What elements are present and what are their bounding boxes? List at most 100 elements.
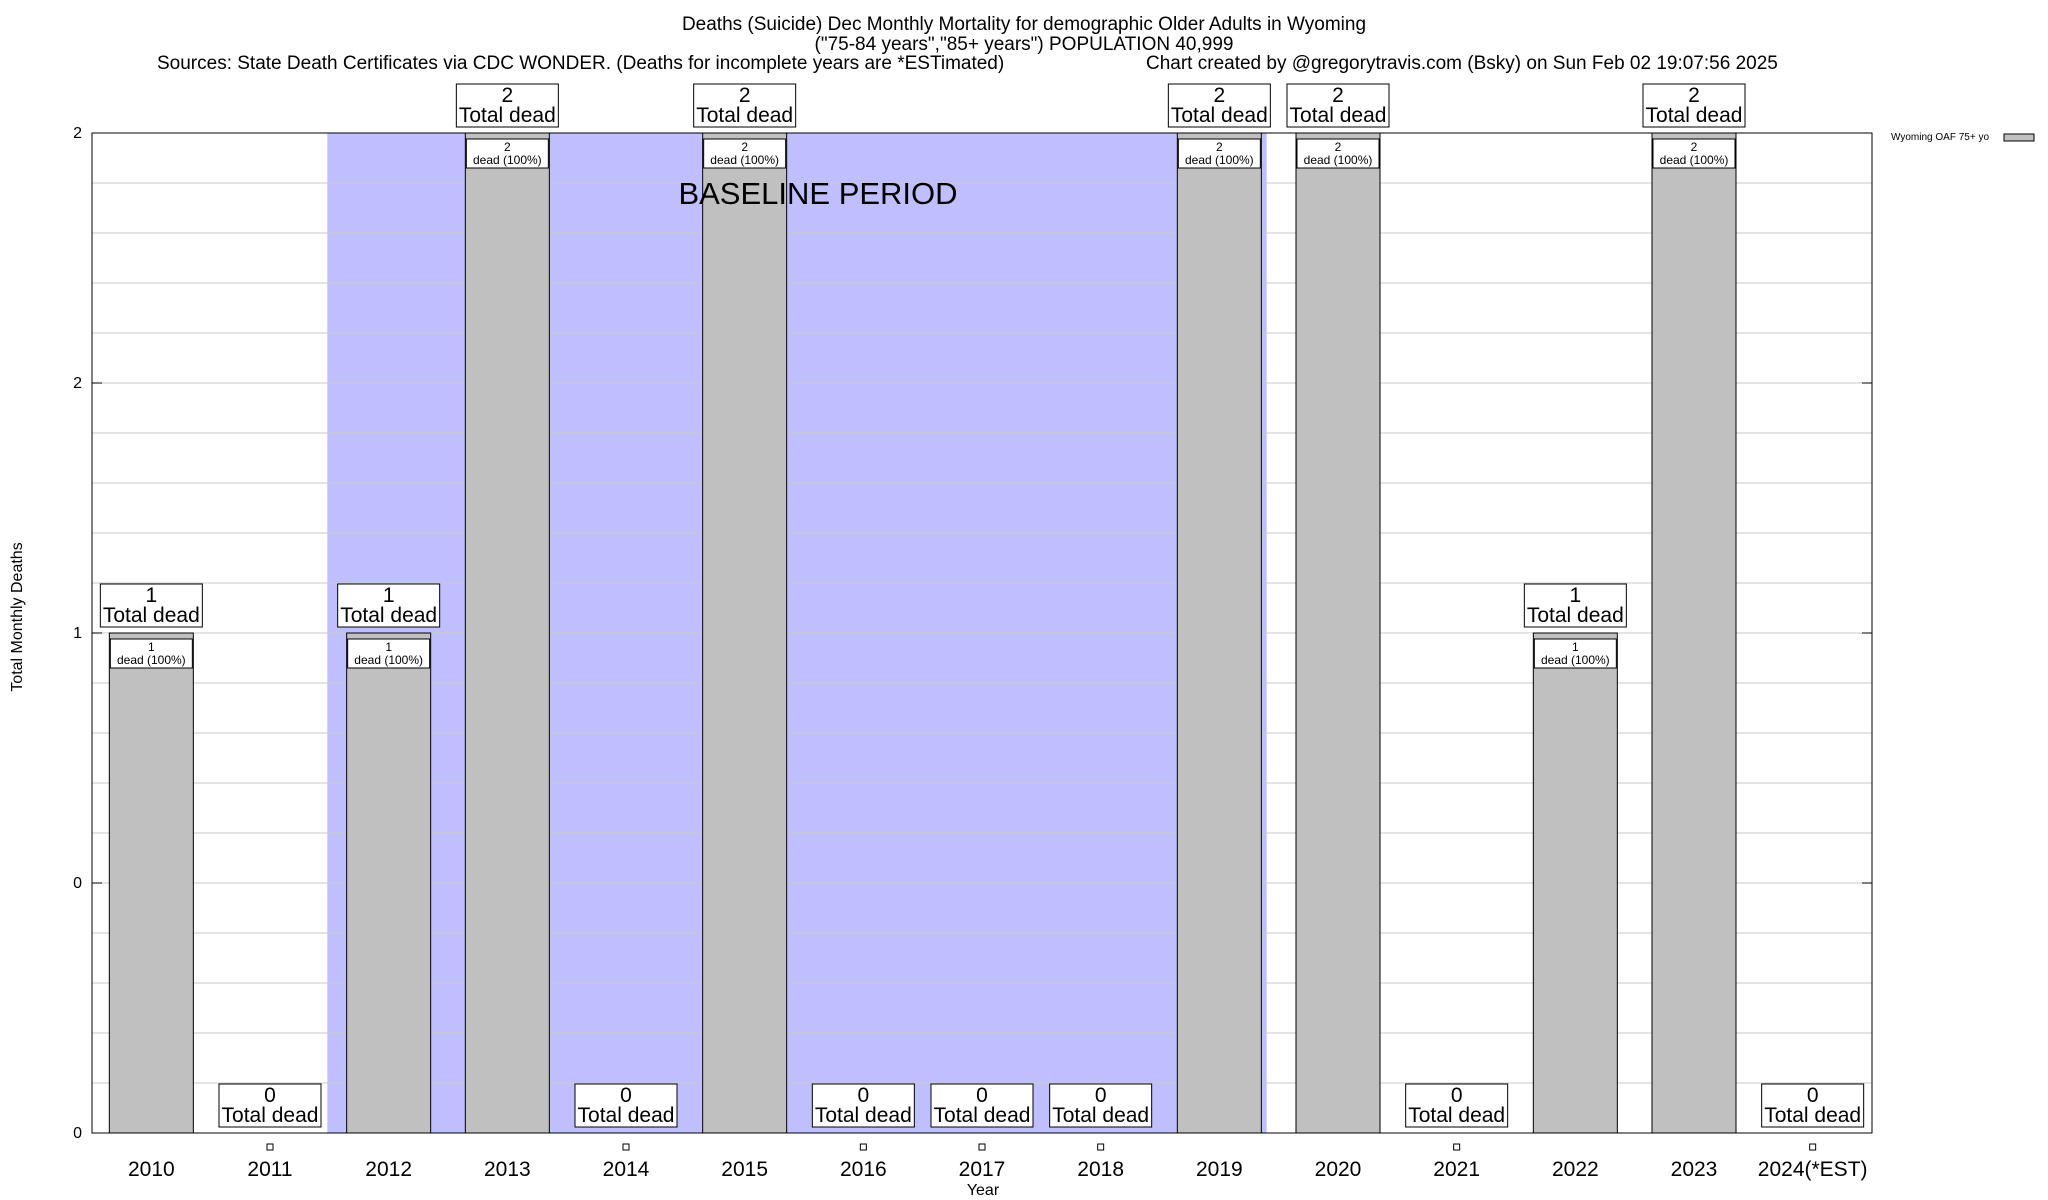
total-label-box-2016 [811, 1083, 915, 1128]
bar-2023 [1651, 132, 1737, 1134]
total-label-box-2020 [1286, 83, 1390, 128]
total-label-box-2018 [1049, 1083, 1153, 1128]
inner-label-pct-2022: dead (100%) [1541, 653, 1610, 667]
inner-label-count-2020: 2 [1335, 140, 1342, 154]
zero-marker-2017 [978, 1143, 986, 1151]
bar-2010 [108, 632, 194, 1134]
zero-marker-2011 [266, 1143, 274, 1151]
total-label-text-2020: Total dead [1290, 104, 1387, 127]
zero-marker-2016 [859, 1143, 867, 1151]
inner-label-count-2010: 1 [148, 640, 155, 654]
inner-label-box-2022 [1533, 638, 1617, 669]
total-label-text-2021: Total dead [1408, 1104, 1505, 1127]
x-axis-title: Year [967, 1182, 1000, 1199]
bar-2015 [702, 132, 788, 1134]
total-label-value-2023: 2 [1688, 84, 1700, 107]
total-label-box-2019 [1167, 83, 1271, 128]
total-label-box-2017 [930, 1083, 1034, 1128]
total-label-value-2012: 1 [383, 584, 395, 607]
total-label-box-2014 [574, 1083, 678, 1128]
x-tick-label-2020: 2020 [1315, 1158, 1362, 1181]
total-label-value-2019: 2 [1213, 84, 1225, 107]
total-label-text-2011: Total dead [222, 1104, 319, 1127]
bar-2020 [1295, 132, 1381, 1134]
inner-label-pct-2010: dead (100%) [117, 653, 186, 667]
total-label-box-2015 [693, 83, 797, 128]
total-label-text-2012: Total dead [340, 604, 437, 627]
x-tick-label-2016: 2016 [840, 1158, 887, 1181]
y-axis-title: Total Monthly Deaths [9, 542, 26, 691]
x-tick-label-2010: 2010 [128, 1158, 175, 1181]
x-tick-label-2021: 2021 [1433, 1158, 1480, 1181]
bar-2022 [1532, 632, 1618, 1134]
x-tick-label-2024(*EST): 2024(*EST) [1758, 1158, 1868, 1181]
total-label-text-2015: Total dead [696, 104, 793, 127]
total-label-box-2023 [1642, 83, 1746, 128]
zero-marker-2024(*EST) [1809, 1143, 1817, 1151]
x-tick-label-2019: 2019 [1196, 1158, 1243, 1181]
inner-label-count-2022: 1 [1572, 640, 1579, 654]
sources-note: Sources: State Death Certificates via CD… [157, 53, 1005, 74]
y-tick-label: 1 [73, 625, 82, 642]
total-label-box-2024(*EST) [1761, 1083, 1865, 1128]
total-label-value-2016: 0 [857, 1084, 869, 1107]
bar-2019 [1176, 132, 1262, 1134]
chart-credit: Chart created by @gregorytravis.com (Bsk… [1146, 53, 1778, 74]
total-label-text-2016: Total dead [815, 1104, 912, 1127]
inner-label-box-2013 [465, 138, 549, 169]
x-tick-label-2017: 2017 [959, 1158, 1006, 1181]
inner-label-box-2020 [1296, 138, 1380, 169]
inner-label-pct-2015: dead (100%) [710, 153, 779, 167]
total-label-value-2022: 1 [1569, 584, 1581, 607]
x-tick-label-2014: 2014 [603, 1158, 650, 1181]
bar-2012 [346, 632, 432, 1134]
total-label-text-2013: Total dead [459, 104, 556, 127]
y-tick-label: 0 [73, 875, 82, 892]
y-tick-label: 2 [73, 125, 82, 142]
inner-label-box-2023 [1652, 138, 1736, 169]
total-label-box-2013 [455, 83, 559, 128]
inner-label-box-2010 [109, 638, 193, 669]
x-tick-label-2011: 2011 [247, 1158, 292, 1181]
inner-label-pct-2013: dead (100%) [473, 153, 542, 167]
x-tick-label-2013: 2013 [484, 1158, 531, 1181]
x-tick-label-2018: 2018 [1077, 1158, 1124, 1181]
total-label-value-2014: 0 [620, 1084, 632, 1107]
total-label-text-2010: Total dead [103, 604, 200, 627]
total-label-box-2010 [99, 583, 203, 628]
total-label-value-2010: 1 [145, 584, 157, 607]
total-label-box-2021 [1405, 1083, 1509, 1128]
x-tick-label-2015: 2015 [721, 1158, 768, 1181]
inner-label-pct-2019: dead (100%) [1185, 153, 1254, 167]
zero-marker-2021 [1453, 1143, 1461, 1151]
total-label-text-2022: Total dead [1527, 604, 1624, 627]
total-label-text-2018: Total dead [1052, 1104, 1149, 1127]
legend-swatch [2003, 133, 2035, 142]
x-tick-label-2012: 2012 [365, 1158, 412, 1181]
total-label-text-2023: Total dead [1646, 104, 1743, 127]
inner-label-pct-2023: dead (100%) [1660, 153, 1729, 167]
bar-2013 [464, 132, 550, 1134]
inner-label-count-2019: 2 [1216, 140, 1223, 154]
total-label-value-2021: 0 [1451, 1084, 1463, 1107]
total-label-text-2019: Total dead [1171, 104, 1268, 127]
legend-label: Wyoming OAF 75+ yo [1891, 132, 1989, 143]
legend: Wyoming OAF 75+ yo [1891, 132, 2035, 143]
total-label-text-2024(*EST): Total dead [1764, 1104, 1861, 1127]
inner-label-count-2015: 2 [741, 140, 748, 154]
total-label-box-2022 [1523, 583, 1627, 628]
chart-title: Deaths (Suicide) Dec Monthly Mortality f… [681, 14, 1367, 35]
total-label-text-2014: Total dead [578, 1104, 675, 1127]
inner-label-box-2019 [1177, 138, 1261, 169]
zero-marker-2018 [1097, 1143, 1105, 1151]
inner-label-box-2012 [347, 638, 431, 669]
chart-subtitle: ("75-84 years","85+ years") POPULATION 4… [814, 34, 1234, 55]
inner-label-pct-2020: dead (100%) [1304, 153, 1373, 167]
total-label-value-2018: 0 [1095, 1084, 1107, 1107]
total-label-value-2024(*EST): 0 [1807, 1084, 1819, 1107]
total-label-value-2011: 0 [264, 1084, 276, 1107]
x-tick-label-2023: 2023 [1671, 1158, 1718, 1181]
inner-label-count-2013: 2 [504, 140, 511, 154]
inner-label-box-2015 [703, 138, 787, 169]
